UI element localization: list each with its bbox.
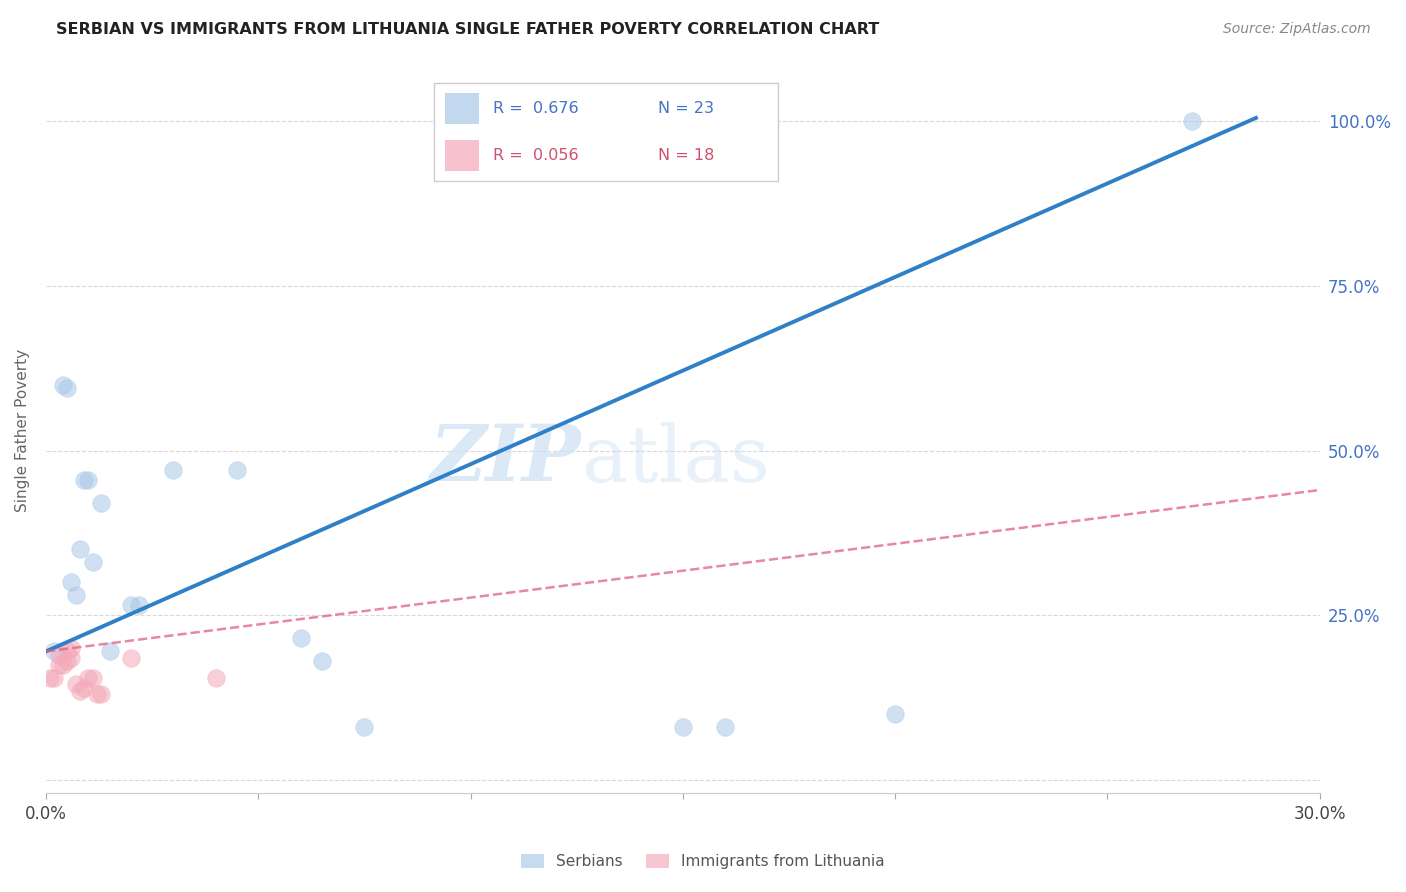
Point xyxy=(162,463,184,477)
Point xyxy=(82,556,104,570)
Point xyxy=(204,671,226,685)
Point xyxy=(311,654,333,668)
Point xyxy=(90,687,112,701)
Point xyxy=(56,381,79,395)
Text: SERBIAN VS IMMIGRANTS FROM LITHUANIA SINGLE FATHER POVERTY CORRELATION CHART: SERBIAN VS IMMIGRANTS FROM LITHUANIA SIN… xyxy=(56,22,880,37)
Point xyxy=(1181,114,1204,128)
Point xyxy=(290,631,312,645)
Point xyxy=(60,575,83,590)
Point xyxy=(65,588,87,602)
Point xyxy=(60,651,83,665)
Y-axis label: Single Father Poverty: Single Father Poverty xyxy=(15,349,30,512)
Point xyxy=(44,644,66,658)
Point xyxy=(73,681,96,695)
Point xyxy=(128,599,150,613)
Point xyxy=(56,644,79,658)
Point xyxy=(120,599,142,613)
Point xyxy=(82,671,104,685)
Point xyxy=(39,671,62,685)
Point xyxy=(120,651,142,665)
Text: atlas: atlas xyxy=(581,422,769,498)
Point xyxy=(48,648,70,662)
Legend: Serbians, Immigrants from Lithuania: Serbians, Immigrants from Lithuania xyxy=(515,848,891,875)
Point xyxy=(69,542,91,557)
Point xyxy=(353,720,375,734)
Point xyxy=(65,677,87,691)
Point xyxy=(90,496,112,510)
Point xyxy=(714,720,737,734)
Point xyxy=(884,706,907,721)
Point xyxy=(48,657,70,672)
Text: Source: ZipAtlas.com: Source: ZipAtlas.com xyxy=(1223,22,1371,37)
Point xyxy=(77,671,100,685)
Point xyxy=(73,473,96,487)
Point xyxy=(77,473,100,487)
Point xyxy=(44,671,66,685)
Point xyxy=(60,641,83,656)
Point xyxy=(86,687,108,701)
Text: ZIP: ZIP xyxy=(429,422,581,498)
Point xyxy=(98,644,121,658)
Point xyxy=(52,377,75,392)
Point xyxy=(226,463,249,477)
Point xyxy=(672,720,695,734)
Point xyxy=(56,654,79,668)
Point xyxy=(69,684,91,698)
Point xyxy=(52,657,75,672)
